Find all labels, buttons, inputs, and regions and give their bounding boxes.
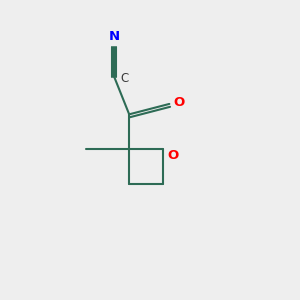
Text: O: O	[174, 96, 185, 109]
Text: N: N	[109, 30, 120, 43]
Text: C: C	[121, 72, 129, 85]
Text: O: O	[168, 149, 179, 162]
